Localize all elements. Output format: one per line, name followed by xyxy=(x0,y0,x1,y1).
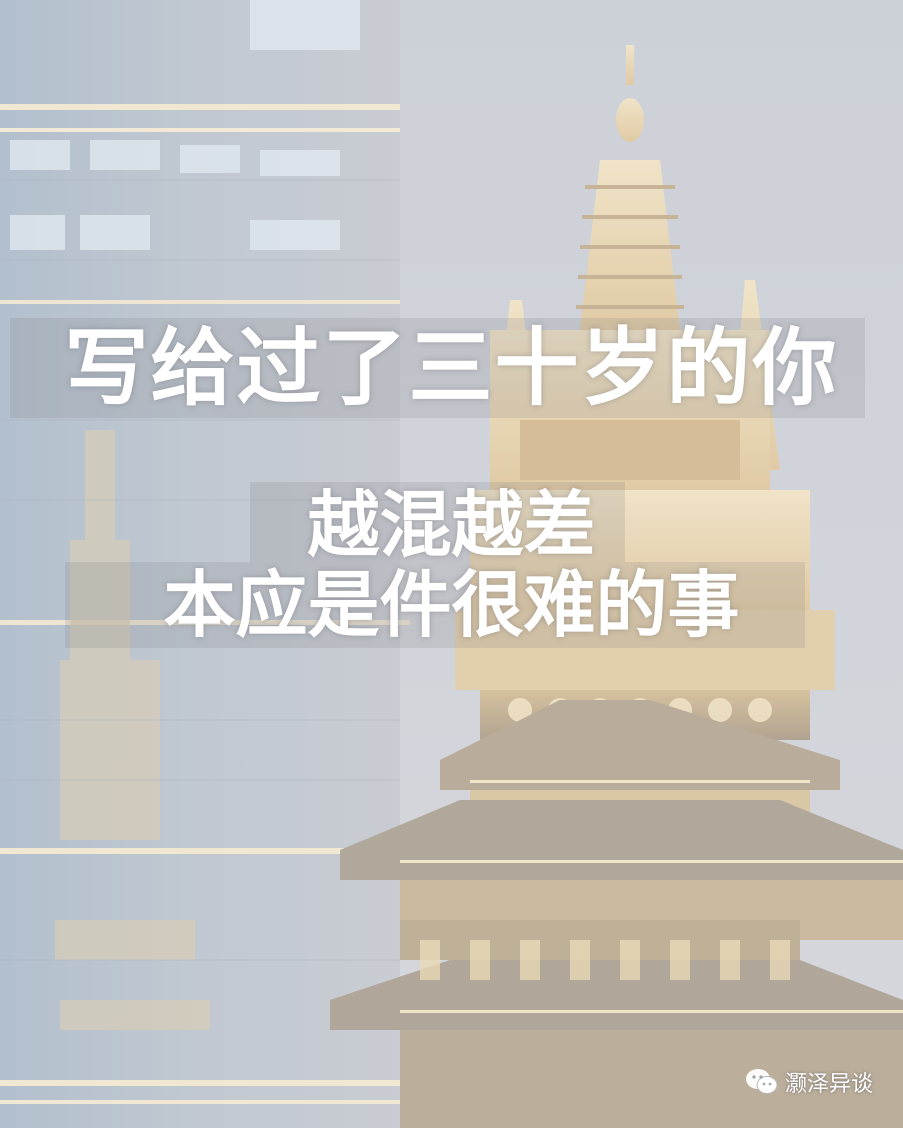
skyscraper xyxy=(0,0,410,1128)
watermark-text: 灏泽异谈 xyxy=(784,1071,873,1096)
headline-line-3: 本应是件很难的事 xyxy=(163,562,740,647)
wechat-icon xyxy=(745,1068,779,1096)
headline-band-1 xyxy=(10,318,865,418)
golden-pagoda xyxy=(330,45,903,1128)
headline-line-2: 越混越差 xyxy=(307,482,596,567)
headline-band-3 xyxy=(65,562,805,648)
watermark: 灏泽异谈 xyxy=(745,1066,873,1098)
headline-line-1: 写给过了三十岁的你 xyxy=(64,318,839,417)
headline-band-2 xyxy=(250,482,625,562)
